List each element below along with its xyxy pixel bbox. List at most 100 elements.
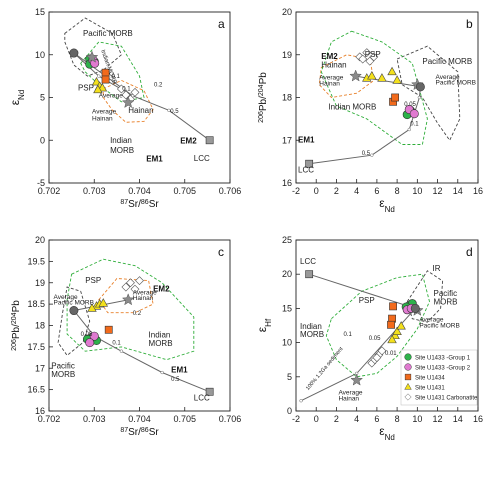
annotation-label: Average — [436, 74, 460, 81]
x-axis-label: εNd — [379, 196, 395, 214]
annotation-label: EM2 — [180, 137, 197, 146]
data-point-carb — [372, 353, 382, 363]
field-outline-green — [66, 258, 195, 361]
mixing-tick — [370, 153, 374, 157]
x-tick-label: 6 — [374, 414, 379, 424]
annotation-label: Average — [338, 390, 362, 397]
x-tick-label: 8 — [395, 414, 400, 424]
annotation-label: Pacific MORB — [422, 57, 472, 66]
plot-frame — [295, 239, 479, 412]
average-star — [121, 95, 135, 109]
mixing-tick — [119, 349, 124, 353]
data-point-carb — [369, 52, 379, 62]
endmember-morb — [69, 48, 79, 58]
annotation-label: Average — [133, 290, 157, 297]
data-point-carb — [116, 84, 126, 94]
data-point-u1431 — [387, 66, 397, 76]
annotation-label: 0.2 — [133, 311, 142, 317]
y-tick-label: 5 — [40, 93, 45, 103]
annotation-label: 0.5 — [362, 151, 371, 157]
annotation-label: MORB — [300, 330, 324, 339]
y-tick-label: 20 — [282, 7, 292, 17]
legend-symbol — [404, 373, 412, 381]
annotation-label: LCC — [194, 154, 210, 163]
panel-letter: c — [218, 245, 224, 259]
y-tick-label: 17 — [282, 135, 292, 145]
x-tick-label: -2 — [292, 414, 300, 424]
annotation-label: Hainan — [133, 295, 154, 302]
data-point-carb — [135, 276, 144, 286]
annotation-label: 0.1 — [344, 332, 353, 338]
legend-label: Site U1433 -Group 2 — [415, 366, 471, 372]
annotation-label: IR — [433, 264, 441, 273]
annotation-label: EM1 — [171, 366, 188, 375]
data-point-u1431 — [87, 303, 97, 312]
annotation-label: MORB — [149, 339, 173, 348]
endmember-morb — [415, 82, 425, 92]
field-outline-green — [320, 30, 428, 145]
x-tick-label: 2 — [334, 414, 339, 424]
x-axis-label: 87Sr/86Sr — [120, 199, 159, 211]
data-point-carb — [121, 282, 131, 292]
x-tick-label: 0.702 — [38, 414, 61, 424]
legend-symbol — [404, 353, 412, 361]
annotation-label: EM2 — [153, 284, 170, 293]
x-tick-label: 10 — [412, 186, 422, 196]
annotation-label: Hainan — [319, 81, 340, 88]
annotation-label: Pacific — [51, 361, 75, 370]
data-point-u1433g2 — [85, 338, 95, 348]
mixing-line — [73, 310, 210, 393]
annotation-label: Pacific MORB — [54, 300, 94, 307]
data-point-carb — [130, 87, 140, 97]
average-star — [349, 69, 363, 82]
annotation-label: Indian — [110, 136, 132, 145]
annotation-label: 0.01 — [385, 351, 397, 357]
annotation-label: Indian — [300, 322, 322, 331]
annotation-label: Pacific MORB — [83, 29, 133, 38]
y-tick-label: 17.5 — [27, 342, 45, 352]
data-point-carb — [362, 48, 372, 58]
annotation-label: Pacific — [434, 289, 458, 298]
annotation-label: 0.1 — [112, 341, 121, 347]
annotation-label: 0.1 — [410, 121, 419, 127]
annotation-label: Hainan — [321, 61, 346, 70]
panel-letter: b — [466, 17, 473, 31]
annotation-label: 100% 1.2Ga sediment — [305, 346, 345, 392]
annotation-label: MORB — [110, 146, 134, 155]
annotation-label: 0.2 — [154, 82, 163, 88]
x-tick-label: 0.704 — [128, 414, 151, 424]
annotation-label: Pacific MORB — [436, 80, 476, 87]
y-tick-label: 19.5 — [27, 256, 45, 266]
data-point-u1434 — [391, 93, 399, 102]
x-tick-label: 0 — [314, 414, 319, 424]
x-tick-label: 0.706 — [219, 186, 242, 196]
x-tick-label: 0 — [314, 186, 319, 196]
annotation-label: 0.5 — [171, 377, 180, 383]
annotation-label: MORB — [51, 370, 75, 379]
mixing-tick — [407, 127, 411, 132]
data-point-u1433g2 — [409, 109, 419, 119]
x-tick-label: 12 — [433, 414, 443, 424]
y-tick-label: 19 — [35, 278, 45, 288]
endmember-lcc — [205, 387, 214, 396]
annotation-label: EM1 — [298, 135, 315, 144]
mixing-tick — [167, 108, 171, 112]
field-outline-orange — [102, 79, 154, 123]
legend: Site U1433 -Group 1 Site U1433 -Group 2 Si… — [400, 349, 478, 406]
legend-label: Site U1433 -Group 1 — [415, 356, 471, 362]
y-axis-label: 206Pb/204Pb — [258, 72, 270, 123]
field-outline-black — [57, 286, 91, 357]
y-tick-label: 25 — [282, 235, 292, 245]
endmember-morb — [69, 306, 79, 316]
mixing-tick — [97, 74, 101, 78]
annotation-label: LCC — [300, 257, 316, 266]
y-tick-label: 19 — [282, 50, 292, 60]
annotation-label: Average — [99, 93, 123, 100]
y-tick-label: 10 — [282, 338, 292, 348]
y-tick-label: 15 — [282, 303, 292, 313]
y-tick-label: 18 — [282, 93, 292, 103]
